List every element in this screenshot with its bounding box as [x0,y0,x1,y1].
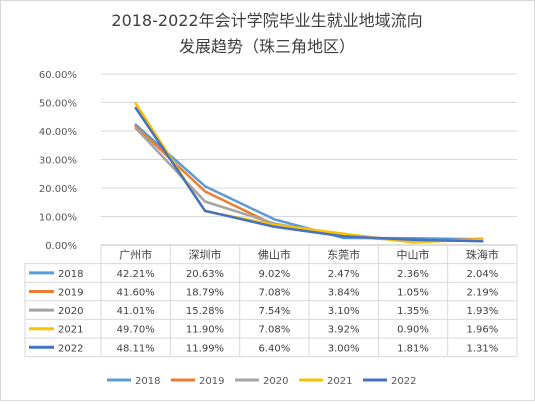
table-row-series-name: 2018 [58,269,83,280]
table-row-series-name: 2019 [58,288,83,299]
x-category-label: 广州市 [119,248,152,262]
x-category-label: 深圳市 [189,248,222,262]
table-row-series-name: 2022 [58,343,83,354]
y-tick-label: 0.00% [45,241,77,252]
table-cell-value: 3.92% [328,325,360,336]
y-tick-label: 40.00% [39,127,77,138]
table-cell-value: 1.81% [397,343,429,354]
table-cell-value: 6.40% [258,343,290,354]
table-cell-value: 18.79% [186,288,224,299]
x-category-label: 东莞市 [327,248,360,262]
table-cell-value: 42.21% [117,269,155,280]
y-tick-label: 50.00% [39,99,77,110]
table-cell-value: 49.70% [117,325,155,336]
chart-title-line-1: 2018-2022年会计学院毕业生就业地域流向 [111,11,422,30]
legend-label: 2022 [391,376,416,387]
table-cell-value: 41.60% [117,288,155,299]
table-row-series-name: 2021 [58,325,83,336]
table-cell-value: 11.90% [186,325,224,336]
x-category-label: 中山市 [397,248,430,262]
table-cell-value: 2.04% [466,269,498,280]
table-cell-value: 7.08% [258,288,290,299]
legend-label: 2021 [327,376,352,387]
table-cell-value: 41.01% [117,306,155,317]
table-cell-value: 2.47% [328,269,360,280]
table-cell-value: 3.84% [328,288,360,299]
table-cell-value: 1.31% [466,343,498,354]
table-cell-value: 1.05% [397,288,429,299]
table-cell-value: 11.99% [186,343,224,354]
y-tick-label: 30.00% [39,156,77,167]
table-cell-value: 15.28% [186,306,224,317]
legend-label: 2018 [135,376,160,387]
table-row-series-name: 2020 [58,306,83,317]
table-cell-value: 7.08% [258,325,290,336]
legend-label: 2020 [263,376,288,387]
table-cell-value: 1.96% [466,325,498,336]
table-cell-value: 1.35% [397,306,429,317]
table-cell-value: 3.00% [328,343,360,354]
table-cell-value: 0.90% [397,325,429,336]
table-cell-value: 1.93% [466,306,498,317]
table-cell-value: 7.54% [258,306,290,317]
y-tick-label: 20.00% [39,184,77,195]
table-cell-value: 9.02% [258,269,290,280]
chart-title-line-2: 发展趋势（珠三角地区） [179,37,355,56]
x-category-label: 佛山市 [258,248,291,262]
y-tick-label: 60.00% [39,70,77,81]
x-category-label: 珠海市 [466,248,499,262]
table-cell-value: 2.36% [397,269,429,280]
legend-label: 2019 [199,376,224,387]
table-cell-value: 48.11% [117,343,155,354]
table-cell-value: 3.10% [328,306,360,317]
series-line-2022 [134,106,484,243]
table-cell-value: 20.63% [186,269,224,280]
table-cell-value: 2.19% [466,288,498,299]
y-tick-label: 10.00% [39,213,77,224]
